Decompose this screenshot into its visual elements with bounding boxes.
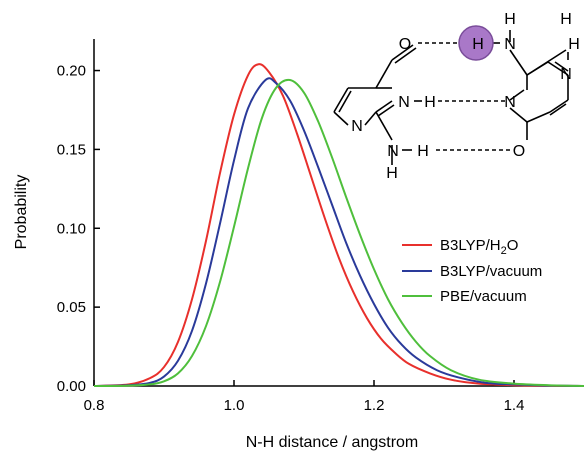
atom-label: H — [386, 165, 398, 182]
left-ring — [333, 44, 417, 165]
y-tick-label: 0.05 — [57, 299, 86, 316]
x-tick-label: 1.4 — [504, 397, 525, 414]
atom-label: O — [513, 143, 525, 160]
x-tick-label: 0.8 — [84, 397, 105, 414]
atom-label: H — [560, 11, 572, 28]
axes — [93, 39, 584, 387]
legend: B3LYP/H2O B3LYP/vacuum PBE/vacuum — [402, 237, 542, 305]
atom-label: N — [504, 94, 516, 111]
legend-item: PBE/vacuum — [402, 288, 527, 305]
legend-label: PBE/vacuum — [440, 288, 527, 305]
atom-label: N — [387, 143, 399, 160]
y-axis-title: Probability — [13, 175, 30, 250]
series-lines — [93, 63, 584, 387]
atom-label: H — [417, 143, 429, 160]
series-line — [93, 77, 584, 387]
y-tick-label: 0.20 — [57, 63, 86, 80]
legend-item: B3LYP/H2O — [402, 237, 518, 257]
x-tick-label: 1.0 — [224, 397, 245, 414]
atom-label: N — [398, 94, 410, 111]
atom-label: N — [560, 66, 572, 83]
atom-label: N — [504, 36, 516, 53]
y-tick-label: 0.15 — [57, 141, 86, 158]
atom-label: N — [351, 118, 363, 135]
right-ring — [509, 49, 569, 140]
atom-label: H — [424, 94, 436, 111]
ticks: 0.8 1.0 1.2 1.4 0.00 0.05 0.10 0.15 0.20 — [57, 63, 525, 414]
hydrogen-bonds — [418, 42, 512, 151]
atom-label: H — [504, 11, 516, 28]
y-tick-label: 0.00 — [57, 378, 86, 395]
atom-label: O — [399, 36, 411, 53]
x-tick-label: 1.2 — [364, 397, 385, 414]
molecule-inset: O H N H H N H N N H N H O N H — [333, 11, 580, 182]
highlighted-hydrogen-circle — [458, 25, 494, 61]
y-tick-label: 0.10 — [57, 220, 86, 237]
series-line — [93, 63, 584, 387]
x-axis-title: N-H distance / angstrom — [246, 434, 419, 451]
atom-label: H — [472, 36, 484, 53]
series-line — [93, 78, 584, 387]
legend-label: B3LYP/vacuum — [440, 263, 542, 280]
legend-item: B3LYP/vacuum — [402, 263, 542, 280]
atom-label: H — [568, 36, 580, 53]
legend-label: B3LYP/H2O — [440, 237, 518, 257]
